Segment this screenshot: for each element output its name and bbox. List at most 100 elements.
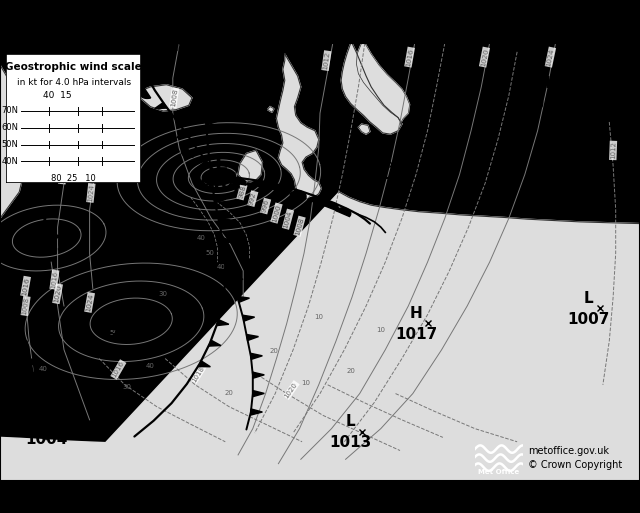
Text: 30: 30 <box>122 384 131 390</box>
Polygon shape <box>268 107 274 112</box>
Text: 1004: 1004 <box>25 432 67 447</box>
Polygon shape <box>155 103 167 109</box>
Text: 70N: 70N <box>1 106 19 115</box>
Polygon shape <box>230 178 246 185</box>
Text: H: H <box>410 306 422 321</box>
Text: 1012: 1012 <box>610 142 616 160</box>
Text: H: H <box>538 76 550 91</box>
Polygon shape <box>341 43 402 134</box>
Text: 1020: 1020 <box>480 48 489 67</box>
Polygon shape <box>223 238 234 244</box>
Text: metoffice.gov.uk: metoffice.gov.uk <box>528 446 609 456</box>
Polygon shape <box>253 390 264 397</box>
Polygon shape <box>160 117 172 128</box>
Text: 50: 50 <box>205 249 214 255</box>
Text: 80  25   10: 80 25 10 <box>51 173 96 183</box>
Polygon shape <box>251 181 267 188</box>
Text: 50: 50 <box>109 330 118 336</box>
Text: Forecast chart (T+00) Valid 00 UTC WED 05 JUN 2024: Forecast chart (T+00) Valid 00 UTC WED 0… <box>8 44 276 53</box>
Text: H: H <box>125 302 138 317</box>
Polygon shape <box>231 278 243 284</box>
Polygon shape <box>238 150 262 182</box>
Polygon shape <box>335 208 351 216</box>
Text: 20: 20 <box>225 390 234 396</box>
Polygon shape <box>246 334 259 341</box>
Text: 60N: 60N <box>1 123 19 132</box>
Polygon shape <box>271 185 287 193</box>
Text: 1000: 1000 <box>271 203 282 223</box>
Text: 1029: 1029 <box>110 323 152 338</box>
Text: Met Office: Met Office <box>478 469 520 476</box>
Polygon shape <box>243 315 255 321</box>
Text: 1018: 1018 <box>191 365 205 383</box>
Text: 20: 20 <box>269 348 278 353</box>
Polygon shape <box>198 161 210 167</box>
Text: L: L <box>214 155 227 174</box>
Text: 988: 988 <box>237 185 246 200</box>
Text: 40: 40 <box>146 363 155 369</box>
Text: 10: 10 <box>314 314 323 320</box>
Text: 1015: 1015 <box>26 239 68 254</box>
Text: 1017: 1017 <box>523 97 565 112</box>
Polygon shape <box>323 202 339 211</box>
Polygon shape <box>253 372 264 378</box>
Polygon shape <box>251 353 262 360</box>
Polygon shape <box>0 192 640 481</box>
Text: 992: 992 <box>248 191 257 206</box>
Polygon shape <box>222 300 234 305</box>
Polygon shape <box>199 66 211 72</box>
Polygon shape <box>207 145 220 151</box>
Text: 40N: 40N <box>2 157 19 166</box>
Polygon shape <box>39 400 51 406</box>
Polygon shape <box>225 258 237 264</box>
Text: 1017: 1017 <box>360 167 402 182</box>
Polygon shape <box>205 119 218 125</box>
Polygon shape <box>276 54 321 199</box>
Text: L: L <box>346 414 356 429</box>
Text: 1024: 1024 <box>545 47 556 67</box>
Polygon shape <box>139 88 150 98</box>
Polygon shape <box>0 65 32 219</box>
Polygon shape <box>225 279 237 285</box>
Text: L: L <box>42 218 52 233</box>
Polygon shape <box>30 359 42 365</box>
Text: 996: 996 <box>261 199 270 213</box>
Polygon shape <box>198 361 211 367</box>
Text: 1020: 1020 <box>284 381 299 399</box>
Text: 1008: 1008 <box>294 216 305 236</box>
Text: 20: 20 <box>346 368 355 374</box>
Text: 1016: 1016 <box>50 270 59 289</box>
Text: 1004: 1004 <box>283 209 293 229</box>
Polygon shape <box>177 131 189 137</box>
Text: 50N: 50N <box>2 140 19 149</box>
Text: 40: 40 <box>197 235 206 241</box>
Polygon shape <box>214 197 226 203</box>
Text: 1020: 1020 <box>59 165 67 184</box>
Text: © Crown Copyright: © Crown Copyright <box>528 461 622 470</box>
Text: 1008: 1008 <box>21 297 30 315</box>
Text: 1013: 1013 <box>330 435 372 450</box>
Polygon shape <box>35 380 47 386</box>
Text: 10: 10 <box>376 327 385 333</box>
Polygon shape <box>356 43 410 124</box>
Text: 1012: 1012 <box>322 51 331 70</box>
Text: 1024: 1024 <box>87 184 95 202</box>
Text: 1016: 1016 <box>21 277 30 296</box>
Polygon shape <box>211 171 223 177</box>
Polygon shape <box>203 93 215 98</box>
Polygon shape <box>43 419 55 425</box>
Text: 1016: 1016 <box>111 360 125 379</box>
Polygon shape <box>136 72 148 78</box>
Polygon shape <box>219 218 230 224</box>
Text: 40: 40 <box>39 366 48 372</box>
Text: 1020: 1020 <box>53 284 62 303</box>
Polygon shape <box>181 147 193 157</box>
Polygon shape <box>290 191 306 199</box>
Polygon shape <box>308 197 323 205</box>
Polygon shape <box>237 297 250 302</box>
Text: 30: 30 <box>159 291 168 297</box>
Polygon shape <box>217 320 229 326</box>
Text: 1007: 1007 <box>568 311 610 327</box>
Text: 40  15: 40 15 <box>43 91 72 100</box>
Text: 10: 10 <box>301 380 310 386</box>
